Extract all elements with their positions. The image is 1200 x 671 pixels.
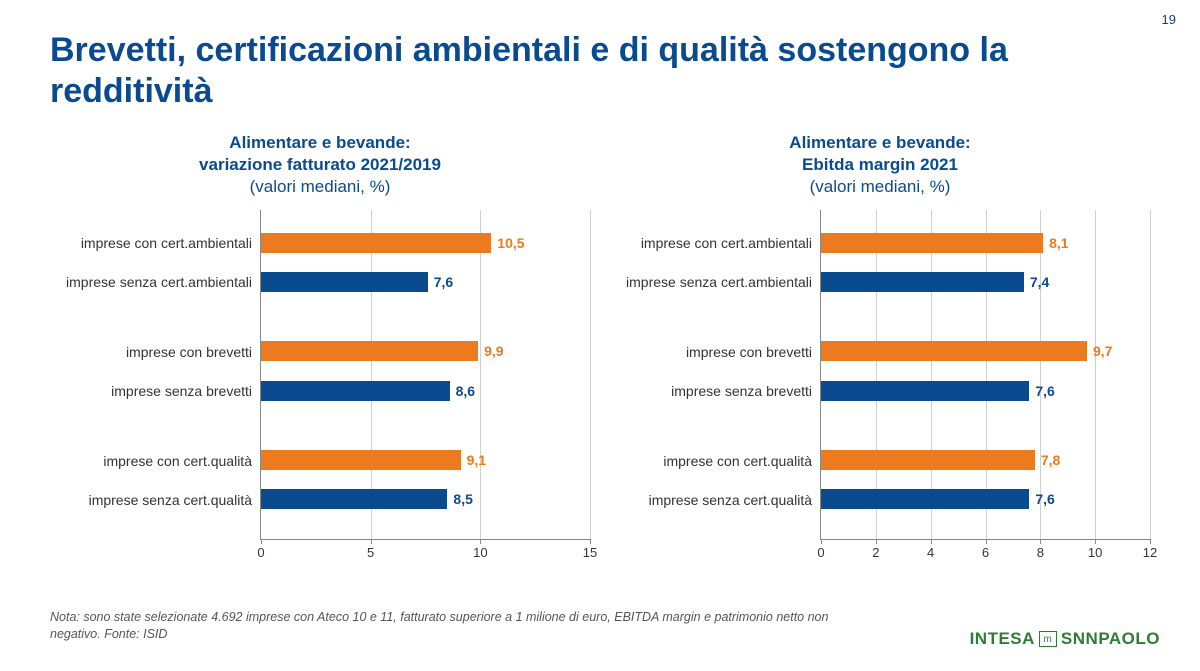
- bar-label: imprese con brevetti: [686, 344, 812, 360]
- tick-mark: [261, 539, 262, 544]
- tick-mark: [931, 539, 932, 544]
- chart-left-title: Alimentare e bevande: variazione fattura…: [50, 132, 590, 198]
- bar-value-label: 8,6: [456, 383, 475, 399]
- bar: [821, 272, 1024, 292]
- chart-subtitle: Ebitda margin 2021: [610, 154, 1150, 176]
- bar-label: imprese senza cert.qualità: [89, 492, 252, 508]
- logo-icon: m: [1039, 631, 1057, 647]
- bar: [821, 233, 1043, 253]
- bar: [261, 341, 478, 361]
- bar-label: imprese senza brevetti: [671, 383, 812, 399]
- chart-subtitle: variazione fatturato 2021/2019: [50, 154, 590, 176]
- gridline: [1150, 210, 1151, 539]
- bar: [261, 272, 428, 292]
- bar-label: imprese con cert.qualità: [103, 453, 252, 469]
- x-tick-label: 0: [817, 545, 824, 560]
- bar-label: imprese senza cert.qualità: [649, 492, 812, 508]
- plot-area: 0246810128,17,49,77,67,87,6: [820, 210, 1150, 540]
- tick-mark: [1095, 539, 1096, 544]
- gridline: [1095, 210, 1096, 539]
- x-tick-label: 5: [367, 545, 374, 560]
- bar: [821, 489, 1029, 509]
- charts-container: Alimentare e bevande: variazione fattura…: [50, 132, 1150, 540]
- tick-mark: [821, 539, 822, 544]
- tick-mark: [986, 539, 987, 544]
- gridline: [590, 210, 591, 539]
- x-tick-label: 10: [473, 545, 487, 560]
- chart-right: Alimentare e bevande: Ebitda margin 2021…: [610, 132, 1150, 540]
- chart-subtitle: (valori mediani, %): [610, 176, 1150, 198]
- tick-mark: [1150, 539, 1151, 544]
- bar-value-label: 8,1: [1049, 235, 1068, 251]
- chart-right-plot: imprese con cert.ambientali imprese senza…: [610, 210, 1150, 540]
- footnote: Nota: sono state selezionate 4.692 impre…: [50, 609, 850, 643]
- chart-left-plot: imprese con cert.ambientali imprese senza…: [50, 210, 590, 540]
- y-labels: imprese con cert.ambientali imprese senza…: [610, 210, 820, 540]
- bar: [261, 381, 450, 401]
- bar-value-label: 7,6: [1035, 491, 1054, 507]
- chart-right-title: Alimentare e bevande: Ebitda margin 2021…: [610, 132, 1150, 198]
- bar-label: imprese senza cert.ambientali: [66, 274, 252, 290]
- bar-label: imprese con cert.ambientali: [641, 235, 812, 251]
- bar-value-label: 10,5: [497, 235, 524, 251]
- bar-label: imprese con cert.ambientali: [81, 235, 252, 251]
- x-tick-label: 8: [1037, 545, 1044, 560]
- bar-label: imprese con brevetti: [126, 344, 252, 360]
- bar-value-label: 7,6: [434, 274, 453, 290]
- x-tick-label: 12: [1143, 545, 1157, 560]
- bar-label: imprese senza brevetti: [111, 383, 252, 399]
- bar: [261, 233, 491, 253]
- x-tick-label: 6: [982, 545, 989, 560]
- logo-text: SNNPAOLO: [1061, 629, 1160, 649]
- bar-value-label: 8,5: [453, 491, 472, 507]
- plot-area: 05101510,57,69,98,69,18,5: [260, 210, 590, 540]
- chart-subtitle: (valori mediani, %): [50, 176, 590, 198]
- x-tick-label: 4: [927, 545, 934, 560]
- page-number: 19: [1162, 12, 1176, 27]
- tick-mark: [590, 539, 591, 544]
- chart-left: Alimentare e bevande: variazione fattura…: [50, 132, 590, 540]
- y-labels: imprese con cert.ambientali imprese senza…: [50, 210, 260, 540]
- bar: [821, 381, 1029, 401]
- tick-mark: [371, 539, 372, 544]
- bar-label: imprese con cert.qualità: [663, 453, 812, 469]
- bar-value-label: 7,8: [1041, 452, 1060, 468]
- bar-value-label: 9,9: [484, 343, 503, 359]
- bar: [261, 489, 447, 509]
- bar-label: imprese senza cert.ambientali: [626, 274, 812, 290]
- gridline: [480, 210, 481, 539]
- x-tick-label: 10: [1088, 545, 1102, 560]
- chart-subtitle: Alimentare e bevande:: [610, 132, 1150, 154]
- x-tick-label: 2: [872, 545, 879, 560]
- x-tick-label: 15: [583, 545, 597, 560]
- chart-subtitle: Alimentare e bevande:: [50, 132, 590, 154]
- tick-mark: [876, 539, 877, 544]
- logo-text: INTESA: [970, 629, 1035, 649]
- bar-value-label: 7,4: [1030, 274, 1049, 290]
- tick-mark: [1040, 539, 1041, 544]
- slide-title: Brevetti, certificazioni ambientali e di…: [50, 30, 1150, 112]
- bar-value-label: 9,1: [467, 452, 486, 468]
- brand-logo: INTESA m SNNPAOLO: [970, 629, 1160, 649]
- bar: [821, 450, 1035, 470]
- tick-mark: [480, 539, 481, 544]
- gridline: [1040, 210, 1041, 539]
- bar-value-label: 9,7: [1093, 343, 1112, 359]
- bar: [261, 450, 461, 470]
- bar: [821, 341, 1087, 361]
- bar-value-label: 7,6: [1035, 383, 1054, 399]
- x-tick-label: 0: [257, 545, 264, 560]
